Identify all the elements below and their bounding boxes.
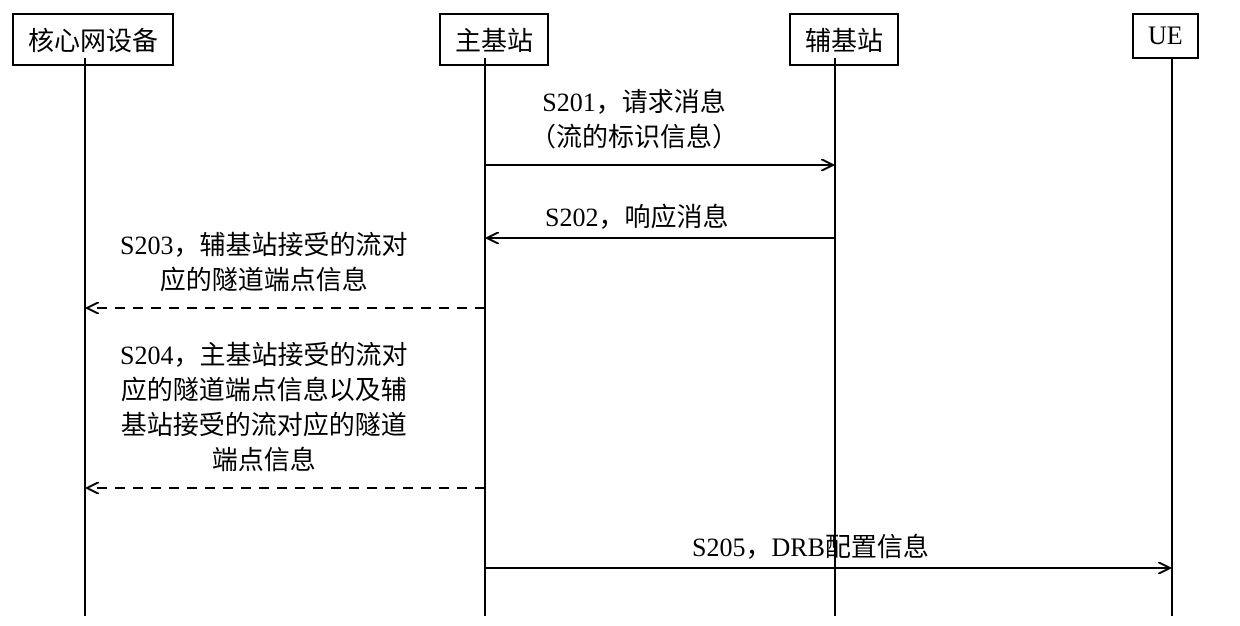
msg-text: 应的隧道端点信息以及辅: [121, 376, 407, 405]
actor-label: 主基站: [455, 27, 533, 56]
lifeline-ue: [1171, 58, 1173, 616]
actor-label: 辅基站: [805, 27, 883, 56]
msg-text: S204，主基站接受的流对: [120, 341, 407, 370]
msg-s201-label: S201，请求消息 （流的标识信息）: [530, 85, 738, 155]
msg-text: 基站接受的流对应的隧道: [121, 411, 407, 440]
msg-text: 应的隧道端点信息: [160, 266, 368, 295]
actor-master-enb: 主基站: [439, 13, 549, 66]
actor-core-network: 核心网设备: [12, 13, 174, 66]
msg-text: 端点信息: [212, 446, 316, 475]
actor-secondary-enb: 辅基站: [789, 13, 899, 66]
msg-text: S203，辅基站接受的流对: [120, 231, 407, 260]
lifeline-menb: [484, 58, 486, 616]
msg-text: S205，DRB配置信息: [692, 533, 929, 562]
msg-text: （流的标识信息）: [530, 123, 738, 152]
sequence-diagram: 核心网设备 主基站 辅基站 UE S201，请求消息 （流的标识信息） S202…: [0, 0, 1240, 626]
actor-label: 核心网设备: [28, 27, 158, 56]
lifeline-core: [84, 58, 86, 616]
msg-s205-label: S205，DRB配置信息: [692, 530, 929, 565]
actor-ue: UE: [1132, 13, 1199, 59]
msg-text: S201，请求消息: [542, 88, 725, 117]
actor-label: UE: [1148, 21, 1183, 50]
msg-s204-label: S204，主基站接受的流对 应的隧道端点信息以及辅 基站接受的流对应的隧道 端点…: [120, 338, 407, 478]
msg-s202-label: S202，响应消息: [545, 200, 728, 235]
msg-s203-label: S203，辅基站接受的流对 应的隧道端点信息: [120, 228, 407, 298]
msg-text: S202，响应消息: [545, 203, 728, 232]
